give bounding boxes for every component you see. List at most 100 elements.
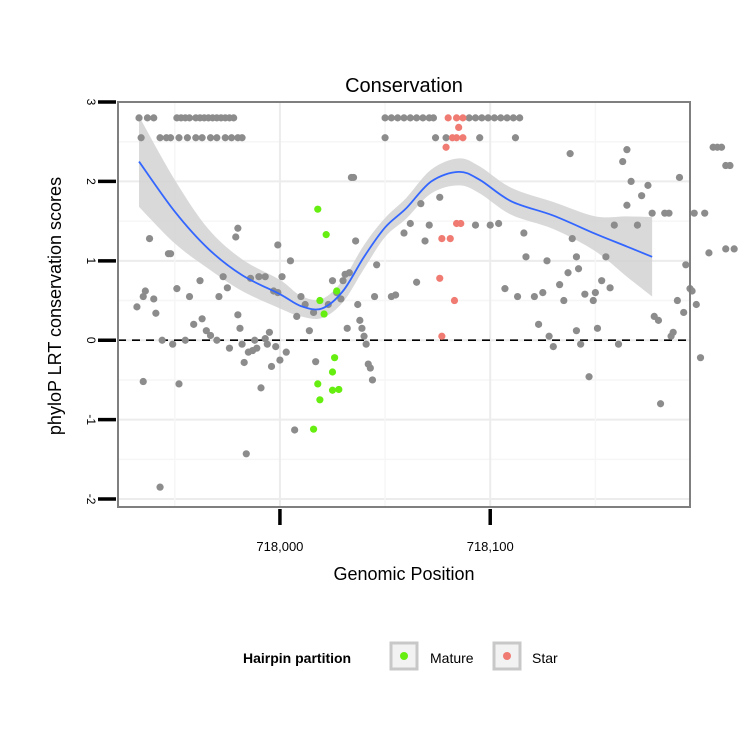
point-star [452,134,461,142]
point-star [459,134,467,142]
point-other [381,134,389,142]
y-tick-label: -1 [84,414,98,425]
x-tick-label: 718,000 [256,539,303,554]
point-other [223,284,231,292]
point-other [278,273,286,281]
y-tick-label: 2 [84,178,98,185]
y-tick-label: 1 [84,257,98,264]
point-mature [314,380,322,388]
point-other [232,233,240,241]
legend-marker-mature [400,652,408,660]
point-other [490,114,499,122]
point-other [484,114,492,122]
point-other [166,250,175,258]
legend-marker-star [503,652,511,660]
point-other [234,224,242,232]
point-other [387,114,395,122]
point-other [150,295,158,303]
point-other [391,291,400,299]
data-points [133,114,738,491]
point-other [511,134,520,142]
point-other [534,320,543,328]
point-other [143,114,152,122]
point-star [459,114,467,122]
point-mature [328,386,337,394]
point-star [436,274,444,282]
point-other [417,200,425,208]
point-other [183,134,191,142]
point-other [312,358,320,366]
point-other [381,114,389,122]
point-other [257,384,265,392]
point-other [175,380,183,388]
point-other [400,229,408,237]
point-other [185,114,194,122]
y-tick-label: 3 [84,99,98,106]
point-other [198,315,206,323]
point-other [623,146,631,154]
point-other [286,257,295,265]
point-other [730,245,738,253]
point-other [696,354,705,362]
point-other [675,173,684,182]
point-star [438,234,446,243]
plot-panel [117,101,738,508]
point-other [156,483,164,491]
point-other [520,229,528,237]
legend: Hairpin partition Mature Star [243,641,558,671]
point-other [413,114,421,122]
point-other [175,134,183,142]
point-other [577,340,585,348]
point-other [495,219,503,228]
point-other [665,209,673,217]
point-other [486,221,494,229]
point-other [471,114,480,122]
point-other [726,161,734,170]
point-other [225,344,234,352]
point-other [522,253,530,261]
point-other [261,335,269,343]
point-other [581,290,589,298]
chart-title: Conservation [345,75,463,97]
point-other [585,373,593,381]
point-mature [309,425,318,433]
point-other [133,303,141,311]
point-other [354,300,362,309]
point-other [345,269,353,277]
plot-border [117,101,691,508]
point-other [513,292,522,301]
point-other [185,292,194,301]
legend-entry-star: Star [492,641,558,671]
point-other [701,209,709,217]
legend-entry-mature: Mature [389,641,474,671]
point-other [656,400,665,408]
point-other [394,114,402,122]
point-other [539,288,547,297]
point-other [238,134,246,142]
point-mature [333,287,341,295]
point-other [598,277,606,285]
point-star [438,332,446,340]
point-other [421,237,429,245]
point-other [425,221,433,229]
point-other [673,296,681,305]
point-other [717,143,726,151]
point-other [206,134,215,142]
point-other [251,336,259,344]
point-other [238,340,246,348]
point-mature [322,231,330,239]
point-other [305,327,313,335]
point-other [192,134,200,142]
point-other [406,219,414,228]
point-mature [314,205,322,213]
point-other [158,336,166,344]
y-axis-title: phyloP LRT conservation scores [45,177,65,435]
point-other [137,134,145,142]
point-star [450,296,459,305]
point-other [213,336,221,344]
point-other [549,342,557,351]
point-other [722,245,730,253]
point-other [206,331,215,340]
point-other [181,336,189,344]
point-other [152,309,160,317]
